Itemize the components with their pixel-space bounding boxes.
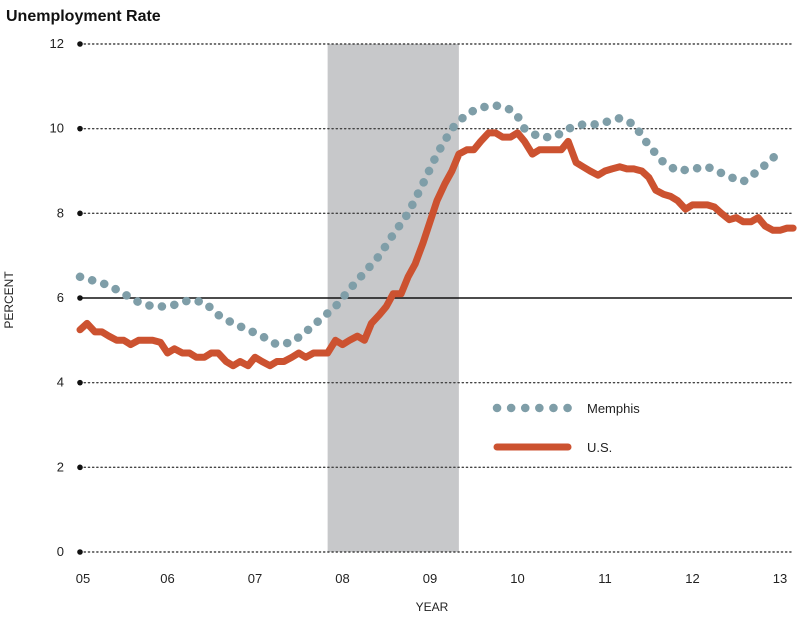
series-layer [75,101,797,370]
y-tick-dot-6 [77,295,83,301]
y-tick-dot-4 [77,379,83,386]
y-tick-dot-2 [77,464,83,471]
x-axis: 05 06 07 08 09 10 11 12 13 [76,571,787,586]
x-axis-label: YEAR [416,600,449,614]
series-memphis-line [75,101,785,349]
y-tick-label: 8 [57,205,64,220]
y-tick-label: 6 [57,290,64,305]
y-tick-label: 4 [57,375,64,390]
y-axis: 0 2 4 6 8 10 12 [50,36,83,559]
x-tick-label: 06 [160,571,174,586]
y-axis-label: PERCENT [2,271,16,329]
chart-title: Unemployment Rate [6,8,161,25]
x-tick-label: 13 [773,571,787,586]
legend: Memphis U.S. [492,401,640,455]
y-tick-dot-12 [77,41,83,47]
series-us-line [76,129,797,370]
y-tick-label: 10 [50,121,64,136]
x-tick-label: 12 [685,571,699,586]
x-tick-label: 09 [423,571,437,586]
y-tick-dot-0 [77,549,83,555]
x-tick-label: 05 [76,571,90,586]
y-tick-dot-10 [77,125,83,132]
y-tick-label: 0 [57,544,64,559]
grid-layer [79,43,793,553]
x-tick-label: 08 [335,571,349,586]
x-tick-label: 11 [598,571,612,586]
y-tick-label: 2 [57,459,64,474]
y-tick-label: 12 [50,36,64,51]
legend-label-memphis: Memphis [587,401,640,416]
y-tick-dot-8 [77,210,83,217]
x-tick-label: 10 [510,571,524,586]
legend-label-us: U.S. [587,440,612,455]
x-tick-label: 07 [248,571,262,586]
